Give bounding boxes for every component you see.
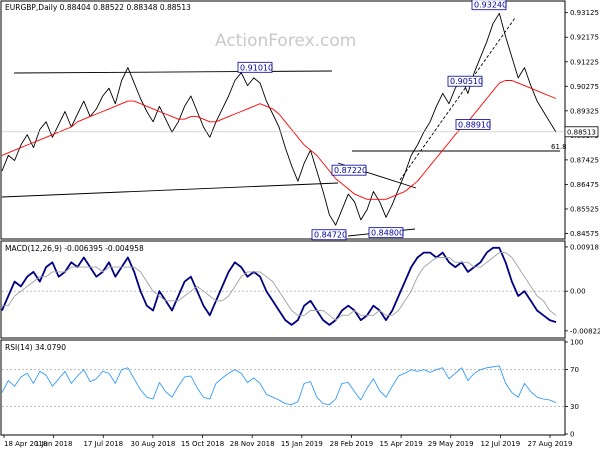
y-tick-label: 30 xyxy=(570,403,579,411)
y-tick-label: 0.87425 xyxy=(570,156,599,164)
level-label-box xyxy=(455,119,491,130)
x-tick-label: 29 May 2019 xyxy=(428,440,474,448)
level-label-text: 0.87220 xyxy=(334,166,367,175)
level-label-text: 0.93240 xyxy=(474,1,507,10)
x-tick-label: 15 Jan 2019 xyxy=(281,440,323,448)
watermark: ActionForex.com xyxy=(215,31,356,51)
macd-lines xyxy=(1,246,557,326)
macd-series-0-line xyxy=(1,246,557,326)
y-tick-label: 0.89325 xyxy=(570,107,599,115)
upper-resistance-line xyxy=(13,70,333,74)
level-label-text: 0.84800 xyxy=(371,229,404,238)
level-label-text: 0.84720 xyxy=(314,231,347,240)
x-tick-label: 28 Nov 2018 xyxy=(230,440,275,448)
rising-trend-dashed-line xyxy=(399,17,516,181)
current-price-marker: 0.88513 xyxy=(2,126,599,138)
macd-series-1-line xyxy=(2,252,557,321)
y-tick-label: 0.93125 xyxy=(570,9,599,17)
level-label-box xyxy=(368,227,404,239)
y-tick-label: 0 xyxy=(570,431,574,439)
y-tick-label: 70 xyxy=(570,366,579,374)
y-tick-label: 0.00 xyxy=(570,288,586,296)
rsi-header: RSI(14) 34.0790 xyxy=(5,343,66,352)
y-tick-label: 100 xyxy=(570,339,583,347)
y-tick-label: 0.85525 xyxy=(570,205,599,213)
rsi-panel-frame xyxy=(0,339,566,436)
fib-label: 61.8 xyxy=(551,143,567,151)
level-label-box xyxy=(471,0,507,11)
y-tick-label: 0.009181 xyxy=(570,243,600,251)
x-tick-label: 12 Jul 2019 xyxy=(481,440,521,448)
price-header: EURGBP,Daily 0.88404 0.88522 0.88348 0.8… xyxy=(5,3,191,12)
lower-support-line xyxy=(1,182,339,198)
rsi-lines xyxy=(1,365,557,406)
level-labels: 0.93240 0.91010 0.90510 0.88910 0.87220 0.847… xyxy=(237,0,507,241)
rsi-series-0-line xyxy=(1,365,557,406)
y-tick-label: 0.84575 xyxy=(570,230,599,238)
current-price-label: 0.88513 xyxy=(567,128,596,136)
x-tick-label: 1 Jun 2018 xyxy=(35,440,73,448)
x-tick-label: 30 Aug 2018 xyxy=(130,440,175,448)
level-label-box xyxy=(311,229,347,241)
price-panel: ActionForex.com EURGBP,Daily 0.88404 0.8… xyxy=(0,0,599,241)
x-tick-label: 18 Apr 2018 xyxy=(4,440,47,448)
rsi-y-axis: 100 70 30 0 xyxy=(2,339,583,439)
level-label-text: 0.91010 xyxy=(240,63,273,72)
x-tick-label: 28 Feb 2019 xyxy=(330,440,374,448)
level-label-box xyxy=(331,164,367,176)
level-label-box xyxy=(237,61,273,73)
macd-y-axis: 0.009181 0.00 -0.008225 xyxy=(2,243,600,335)
y-tick-label: 0.92175 xyxy=(570,34,599,42)
y-tick-label: 0.86475 xyxy=(570,181,599,189)
y-tick-label: 0.90275 xyxy=(570,83,599,91)
macd-header: MACD(12,26,9) -0.006395 -0.004958 xyxy=(5,244,144,253)
rsi-panel: RSI(14) 34.0790 100 70 30 0 xyxy=(0,339,583,439)
x-tick-label: 15 Apr 2019 xyxy=(379,440,422,448)
y-tick-label: -0.008225 xyxy=(570,327,600,335)
current-price-box xyxy=(564,126,599,138)
x-tick-label: 27 Aug 2019 xyxy=(528,440,573,448)
macd-panel: MACD(12,26,9) -0.006395 -0.004958 0.0091… xyxy=(0,240,600,339)
level-label-box xyxy=(447,75,483,87)
macd-panel-frame xyxy=(0,240,566,339)
level-label-text: 0.90510 xyxy=(450,77,483,86)
level-label-text: 0.88910 xyxy=(458,121,491,130)
x-tick-label: 17 Jul 2018 xyxy=(83,440,123,448)
x-tick-label: 15 Oct 2018 xyxy=(181,440,224,448)
y-tick-label: 0.91225 xyxy=(570,58,599,66)
